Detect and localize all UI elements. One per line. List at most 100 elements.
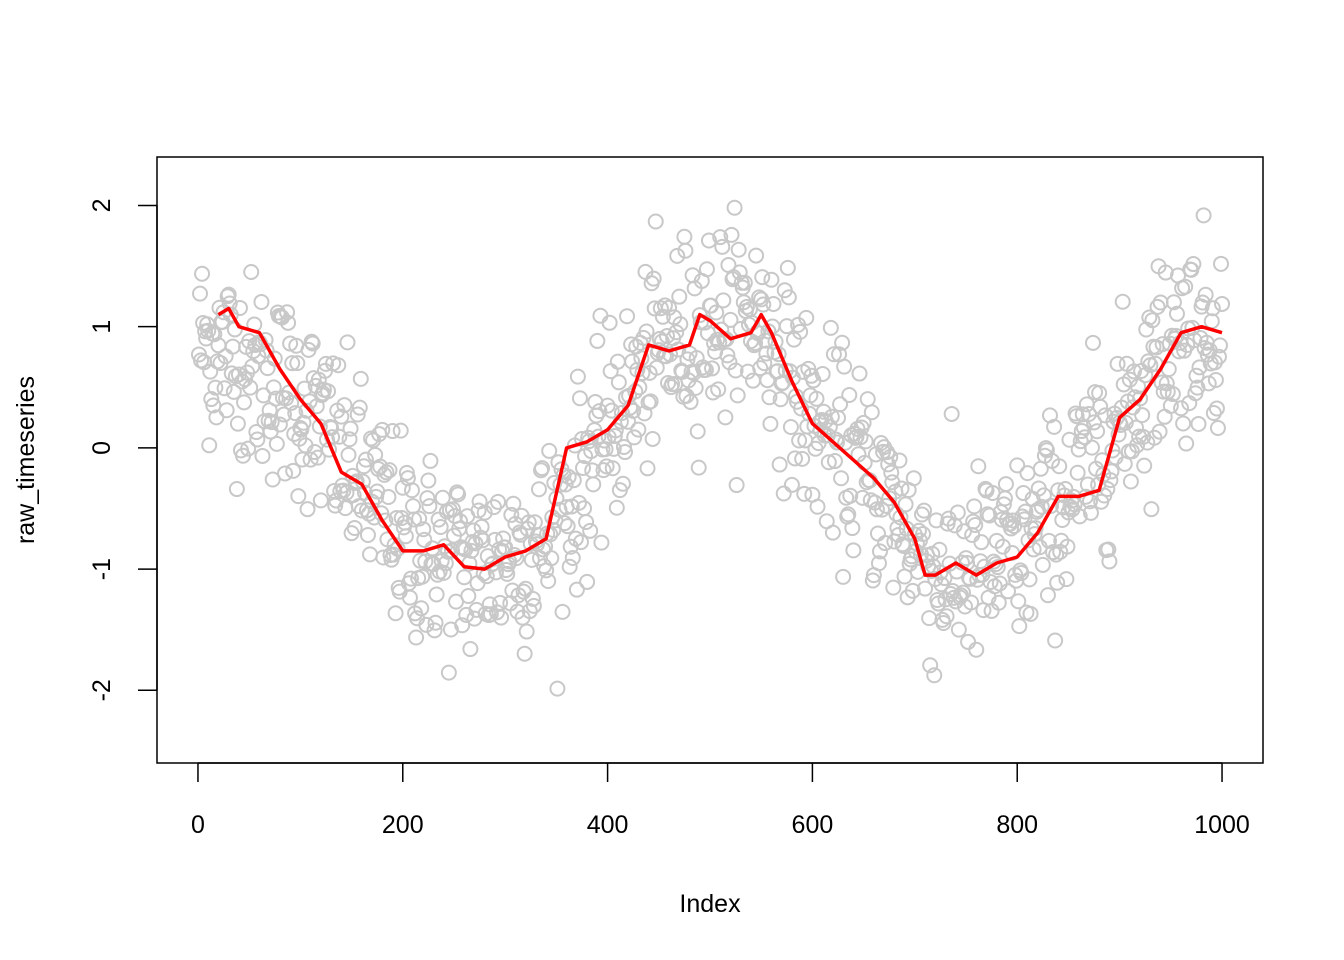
data-point bbox=[1005, 512, 1022, 529]
data-point bbox=[428, 586, 445, 603]
data-point bbox=[346, 519, 363, 536]
data-point bbox=[708, 304, 725, 321]
data-point bbox=[317, 355, 334, 372]
data-point bbox=[1000, 583, 1017, 600]
data-point bbox=[397, 528, 414, 545]
data-point bbox=[845, 542, 862, 559]
data-point bbox=[1143, 501, 1160, 518]
data-point bbox=[736, 274, 753, 291]
data-point bbox=[606, 427, 623, 444]
x-tick-label: 800 bbox=[996, 811, 1038, 839]
data-point bbox=[765, 295, 782, 312]
data-point bbox=[337, 500, 354, 517]
data-point bbox=[821, 418, 838, 435]
data-point bbox=[495, 530, 512, 547]
data-point bbox=[832, 396, 849, 413]
data-point bbox=[891, 452, 908, 469]
data-point bbox=[1003, 520, 1020, 537]
data-point bbox=[779, 259, 796, 276]
data-point bbox=[882, 448, 899, 465]
data-point bbox=[792, 323, 809, 340]
data-point bbox=[825, 346, 842, 363]
data-point bbox=[424, 540, 441, 557]
data-point bbox=[1048, 546, 1065, 563]
data-point bbox=[857, 433, 874, 450]
data-point bbox=[467, 535, 484, 552]
data-point bbox=[1211, 337, 1228, 354]
data-point bbox=[864, 572, 881, 589]
data-point bbox=[1083, 439, 1100, 456]
y-tick-label: -2 bbox=[88, 679, 116, 701]
data-point bbox=[796, 485, 813, 502]
data-point bbox=[220, 286, 237, 303]
data-point bbox=[754, 269, 771, 286]
data-point bbox=[835, 568, 852, 585]
data-point bbox=[885, 579, 902, 596]
data-point bbox=[859, 391, 876, 408]
data-point bbox=[1019, 465, 1036, 482]
data-point bbox=[525, 597, 542, 614]
data-point bbox=[218, 402, 235, 419]
data-point bbox=[1011, 618, 1028, 635]
x-axis: 0 200 400 600 800 1000 bbox=[191, 762, 1250, 839]
data-point bbox=[730, 241, 747, 258]
data-point bbox=[340, 446, 357, 463]
data-point bbox=[771, 456, 788, 473]
data-point bbox=[226, 321, 243, 338]
data-point bbox=[236, 394, 253, 411]
data-point bbox=[726, 199, 743, 216]
data-point bbox=[747, 335, 764, 352]
data-point bbox=[1191, 359, 1208, 376]
data-point bbox=[231, 299, 248, 316]
data-point bbox=[982, 573, 999, 590]
data-point bbox=[1109, 355, 1126, 372]
data-point bbox=[298, 402, 315, 419]
data-point bbox=[1071, 508, 1088, 525]
y-tick-label: -1 bbox=[88, 558, 116, 580]
data-point bbox=[593, 534, 610, 551]
data-point bbox=[579, 573, 596, 590]
data-point bbox=[518, 623, 535, 640]
data-point bbox=[601, 314, 618, 331]
data-point bbox=[253, 293, 270, 310]
data-point bbox=[454, 617, 471, 634]
data-point bbox=[331, 428, 348, 445]
points-layer bbox=[190, 199, 1231, 697]
data-point bbox=[794, 450, 811, 467]
data-point bbox=[279, 304, 296, 321]
data-point bbox=[1034, 556, 1051, 573]
data-point bbox=[931, 541, 948, 558]
data-point bbox=[1173, 400, 1190, 417]
data-point bbox=[874, 501, 891, 518]
data-point bbox=[1190, 415, 1207, 432]
data-point bbox=[1208, 400, 1225, 417]
data-point bbox=[1010, 593, 1027, 610]
data-point bbox=[225, 383, 242, 400]
data-point bbox=[401, 589, 418, 606]
data-point bbox=[192, 285, 209, 302]
data-point bbox=[1080, 406, 1097, 423]
data-point bbox=[523, 551, 540, 568]
data-point bbox=[671, 288, 688, 305]
data-point bbox=[719, 347, 736, 364]
data-point bbox=[960, 633, 977, 650]
data-point bbox=[834, 334, 851, 351]
data-point bbox=[808, 390, 825, 407]
data-point bbox=[1085, 334, 1102, 351]
data-point bbox=[392, 422, 409, 439]
data-point bbox=[543, 550, 560, 567]
data-point bbox=[568, 581, 585, 598]
data-point bbox=[475, 565, 492, 582]
data-point bbox=[336, 397, 353, 414]
data-point bbox=[207, 379, 224, 396]
data-point bbox=[991, 575, 1008, 592]
data-point bbox=[1061, 431, 1078, 448]
data-point bbox=[833, 470, 850, 487]
data-point bbox=[990, 594, 1007, 611]
data-point bbox=[359, 526, 376, 543]
data-point bbox=[1122, 473, 1139, 490]
data-point bbox=[630, 421, 647, 438]
data-point bbox=[645, 270, 662, 287]
data-point bbox=[752, 360, 769, 377]
data-point bbox=[727, 362, 744, 379]
